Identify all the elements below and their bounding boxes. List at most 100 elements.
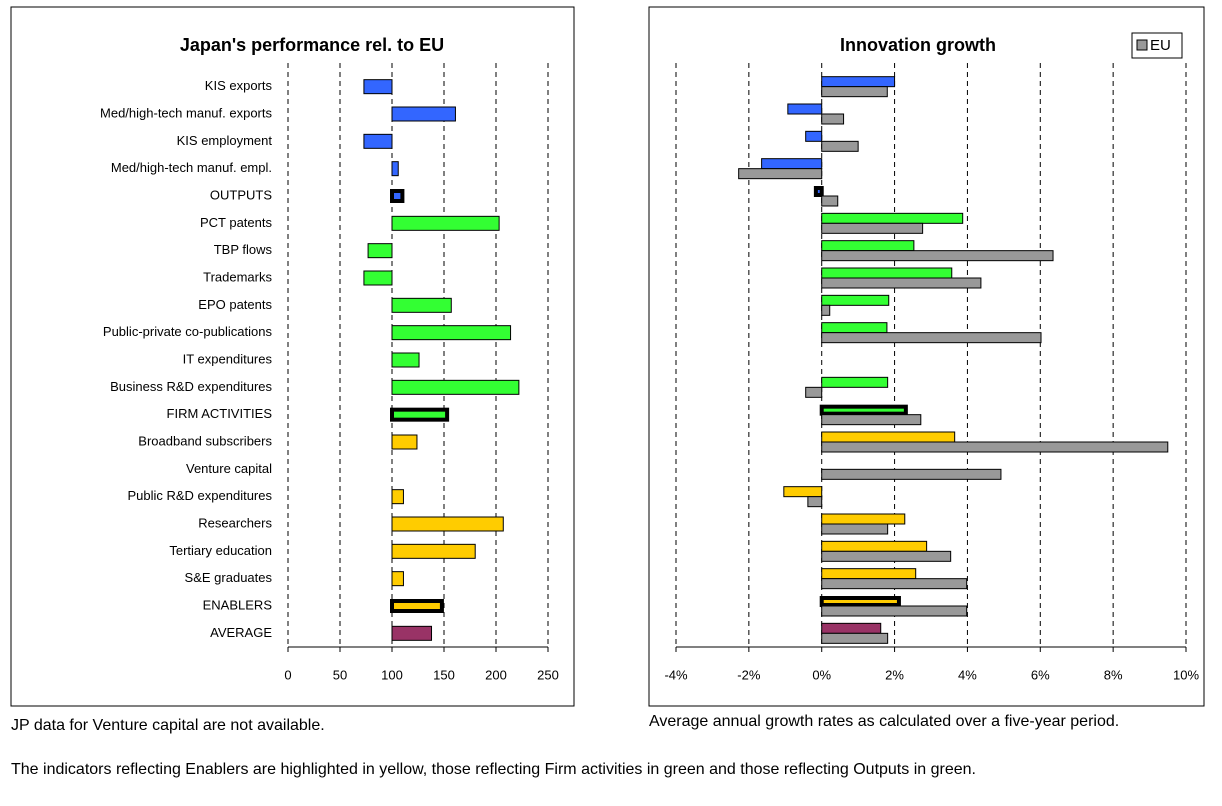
bar — [390, 407, 450, 422]
bar — [805, 130, 823, 142]
category-label: OUTPUTS — [210, 187, 272, 202]
x-tick-label: -4% — [664, 667, 688, 682]
bar — [813, 186, 824, 197]
category-label: Broadband subscribers — [138, 433, 272, 448]
bar — [821, 468, 1002, 480]
x-tick-label: 50 — [333, 667, 347, 682]
bar — [391, 106, 456, 122]
bar — [391, 489, 404, 505]
category-label: FIRM ACTIVITIES — [167, 406, 273, 421]
bar — [821, 304, 831, 316]
bar — [787, 103, 823, 115]
category-label: TBP flows — [214, 242, 273, 257]
category-label: S&E graduates — [185, 570, 273, 585]
legend-box — [1131, 32, 1183, 59]
x-tick-label: -2% — [737, 667, 761, 682]
x-tick-label: 0 — [284, 667, 291, 682]
x-tick-label: 4% — [958, 667, 977, 682]
x-tick-label: 200 — [485, 667, 507, 682]
bar — [821, 550, 952, 562]
bar — [821, 113, 845, 125]
bar — [821, 212, 964, 224]
chart-title: Innovation growth — [840, 35, 996, 55]
note: The indicators reflecting Enablers are h… — [11, 761, 976, 778]
x-tick-label: 0% — [812, 667, 831, 682]
bar — [821, 578, 968, 590]
x-tick-label: 250 — [537, 667, 559, 682]
bar — [390, 599, 444, 613]
category-label: Business R&D expenditures — [110, 379, 272, 394]
x-tick-label: 6% — [1031, 667, 1050, 682]
bar — [821, 240, 915, 252]
bar — [821, 250, 1054, 262]
category-label: Tertiary education — [169, 543, 272, 558]
bar — [821, 540, 928, 552]
bar — [821, 513, 906, 525]
category-label: EPO patents — [198, 297, 272, 312]
category-label: KIS employment — [177, 133, 273, 148]
category-label: KIS exports — [205, 78, 273, 93]
bar — [391, 352, 420, 368]
bar — [807, 496, 823, 508]
category-label: IT expenditures — [183, 351, 273, 366]
bar — [783, 486, 823, 498]
bar — [391, 215, 500, 231]
bar — [821, 222, 924, 234]
bar — [391, 325, 512, 341]
x-tick-label: 10% — [1173, 667, 1199, 682]
bar — [821, 376, 889, 388]
bar — [821, 86, 888, 98]
bar — [821, 622, 882, 634]
bar — [391, 543, 476, 559]
bar — [805, 386, 823, 398]
bar — [821, 195, 839, 207]
bar — [821, 568, 917, 580]
x-tick-label: 8% — [1104, 667, 1123, 682]
charts: Japan's performance rel. to EU 0 50 100 150 2… — [10, 6, 1205, 707]
note: Average annual growth rates as calculate… — [649, 713, 1120, 730]
category-label: Public-private co-publications — [103, 324, 273, 339]
bar — [821, 140, 859, 152]
bar — [391, 379, 520, 395]
bar — [821, 523, 889, 535]
bar — [821, 441, 1169, 453]
bar — [390, 189, 405, 203]
category-label: Med/high-tech manuf. exports — [100, 105, 272, 120]
bar — [821, 332, 1042, 344]
bar — [391, 161, 399, 177]
bar — [738, 168, 823, 180]
category-label: Public R&D expenditures — [127, 488, 272, 503]
category-label: Trademarks — [203, 269, 272, 284]
bar — [391, 516, 504, 532]
category-label: Venture capital — [186, 461, 272, 476]
x-tick-label: 100 — [381, 667, 403, 682]
category-label: ENABLERS — [203, 597, 273, 612]
note: JP data for Venture capital are not avai… — [11, 717, 325, 734]
bar — [761, 158, 823, 170]
bar — [363, 133, 393, 149]
bar — [391, 571, 404, 587]
left-frame — [10, 6, 575, 707]
category-label: AVERAGE — [210, 625, 272, 640]
bar — [821, 76, 896, 88]
bar — [363, 79, 393, 95]
bar — [363, 270, 393, 286]
legend-label: EU — [1150, 37, 1171, 54]
bar — [391, 297, 452, 313]
bar — [821, 414, 922, 426]
bar — [821, 605, 968, 617]
bar — [367, 243, 393, 259]
category-label: Med/high-tech manuf. empl. — [111, 160, 272, 175]
x-tick-label: 2% — [885, 667, 904, 682]
bar — [821, 322, 888, 334]
x-tick-label: 150 — [433, 667, 455, 682]
category-label: Researchers — [198, 515, 272, 530]
bar — [391, 434, 418, 450]
bar — [821, 632, 889, 644]
right-frame — [648, 6, 1205, 707]
bar — [821, 277, 982, 289]
category-label: PCT patents — [200, 215, 273, 230]
legend-swatch — [1136, 39, 1148, 51]
bar — [819, 596, 901, 607]
